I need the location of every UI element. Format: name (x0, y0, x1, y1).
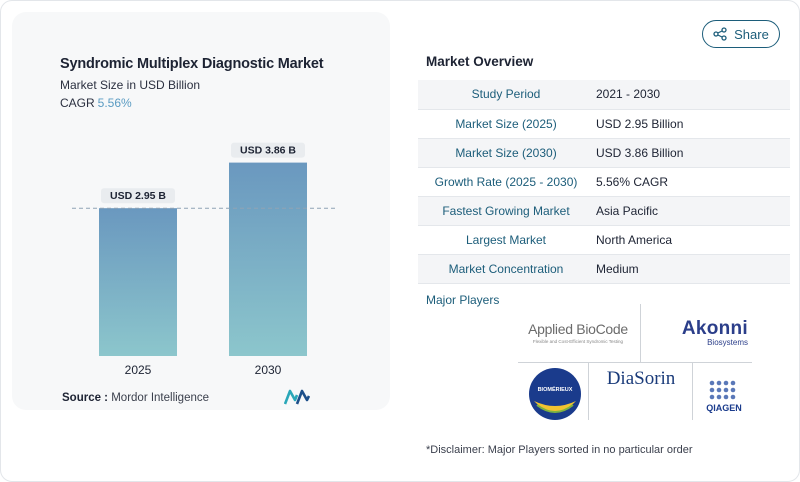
data-label: USD 2.95 B (110, 190, 166, 202)
akonni-logo: Akonni Biosystems (648, 308, 748, 356)
qiagen-dots-icon (709, 380, 736, 400)
applied-biocode-logo: Applied BioCode Flexible and Cost-Effici… (520, 308, 636, 356)
row-value: USD 3.86 Billion (594, 138, 790, 168)
source-label: Source : (62, 392, 109, 404)
table-row: Largest Market North America (418, 225, 790, 255)
share-button[interactable]: Share (702, 20, 780, 48)
diasorin-logo: DiaSorin (594, 364, 688, 394)
row-value: USD 2.95 Billion (594, 109, 790, 139)
table-row: Market Size (2025) USD 2.95 Billion (418, 109, 790, 139)
disclaimer: *Disclaimer: Major Players sorted in no … (426, 444, 693, 456)
qiagen-name: QIAGEN (706, 403, 742, 413)
akonni-sub: Biosystems (707, 337, 748, 347)
cagr-value: 5.56% (97, 96, 132, 110)
share-label: Share (734, 26, 769, 42)
row-label: Market Size (2030) (418, 138, 594, 168)
x-tick-label: 2025 (125, 363, 152, 377)
biomerieux-emblem-icon (529, 368, 581, 420)
overview-title: Market Overview (426, 54, 534, 69)
logo-divider (692, 362, 693, 420)
table-row: Market Size (2030) USD 3.86 Billion (418, 138, 790, 168)
table-row: Growth Rate (2025 - 2030) 5.56% CAGR (418, 167, 790, 197)
row-value: Asia Pacific (594, 196, 790, 226)
row-label: Study Period (418, 80, 594, 110)
bar-chart: USD 2.95 B 2025 USD 3.86 B 2030 (72, 142, 338, 377)
table-row: Fastest Growing Market Asia Pacific (418, 196, 790, 226)
source-line: Source : Mordor Intelligence (62, 392, 209, 404)
row-label: Growth Rate (2025 - 2030) (418, 167, 594, 197)
x-tick-label: 2030 (255, 363, 282, 377)
players-title: Major Players (426, 293, 500, 307)
table-row: Study Period 2021 - 2030 (418, 80, 790, 110)
row-value: North America (594, 225, 790, 255)
logo-divider (640, 304, 641, 362)
chart-subtitle: Market Size in USD Billion (60, 78, 201, 92)
bar-2025 (99, 208, 177, 356)
applied-biocode-name: Applied BioCode (528, 320, 628, 337)
akonni-name: Akonni (681, 317, 748, 339)
data-label: USD 3.86 B (240, 145, 296, 157)
overview-table: Study Period 2021 - 2030 Market Size (202… (418, 80, 790, 284)
row-label: Largest Market (418, 225, 594, 255)
table-row: Market Concentration Medium (418, 254, 790, 284)
chart-title: Syndromic Multiplex Diagnostic Market (60, 56, 324, 72)
diasorin-name: DiaSorin (606, 368, 676, 389)
qiagen-logo: QIAGEN (700, 372, 748, 420)
row-value: 2021 - 2030 (594, 80, 790, 110)
data-label-bg (231, 142, 305, 158)
logo-divider (588, 362, 589, 420)
row-label: Market Size (2025) (418, 109, 594, 139)
biomerieux-logo: BIOMÉRIEUX (527, 366, 583, 422)
share-icon (713, 27, 727, 41)
bar-2030 (229, 162, 307, 356)
cagr-label: CAGR (60, 96, 95, 110)
row-label: Market Concentration (418, 254, 594, 284)
applied-biocode-tagline: Flexible and Cost-Efficient Syndromic Te… (532, 338, 624, 344)
row-value: 5.56% CAGR (594, 167, 790, 197)
row-label: Fastest Growing Market (418, 196, 594, 226)
chart-card (12, 12, 390, 410)
row-value: Medium (594, 254, 790, 284)
biomerieux-name: BIOMÉRIEUX (537, 387, 573, 393)
cagr-line: CAGR 5.56% (60, 96, 132, 110)
data-label-bg (101, 188, 175, 204)
mordor-logo-icon (284, 389, 310, 405)
logo-divider (518, 362, 752, 363)
source-text: Mordor Intelligence (111, 392, 210, 404)
